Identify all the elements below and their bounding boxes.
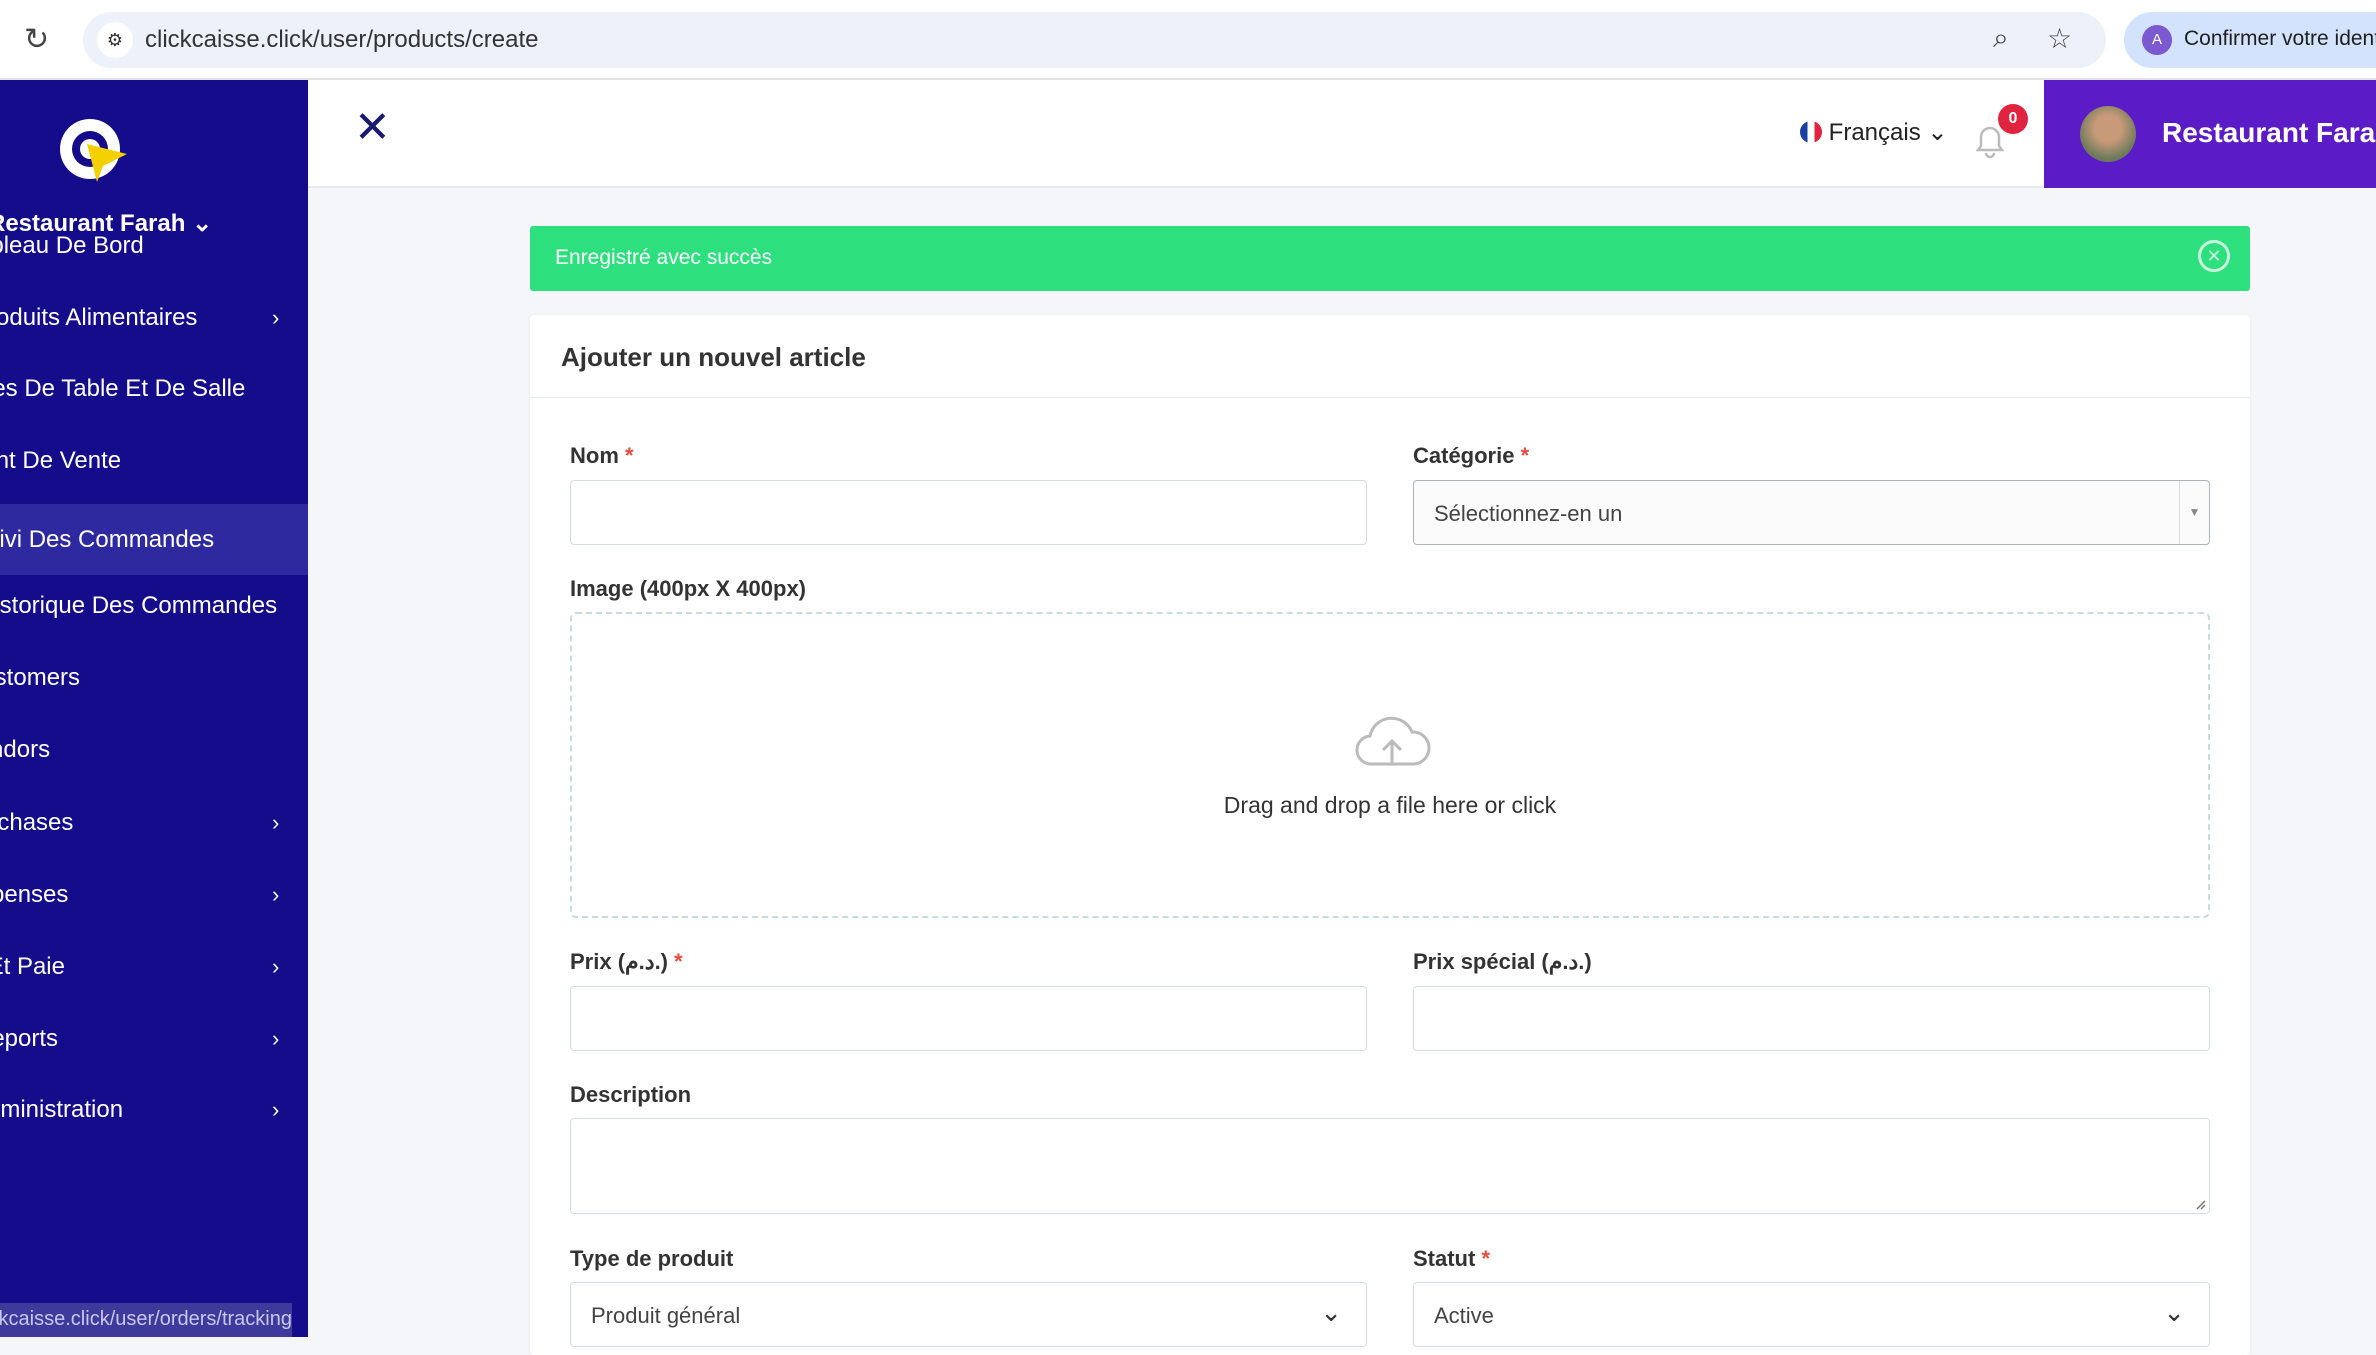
url-text[interactable]: clickcaisse.click/user/products/create bbox=[145, 26, 539, 53]
browser-toolbar: ↻ ⚙ clickcaisse.click/user/products/crea… bbox=[0, 0, 2376, 80]
top-header: ✕ Français ⌄ 0 Restaurant Farah bbox=[308, 80, 2376, 188]
chevron-down-icon: ⌄ bbox=[192, 210, 213, 237]
identity-button[interactable]: A Confirmer votre identité bbox=[2124, 12, 2376, 68]
product-type-label: Type de produit bbox=[570, 1246, 734, 1271]
notification-bell-icon[interactable] bbox=[1972, 122, 2008, 160]
app-logo-icon bbox=[60, 119, 127, 182]
sidebar-item-label: Historique Des Commandes bbox=[0, 592, 278, 619]
status-label: Statut * bbox=[1413, 1246, 1491, 1271]
notification-badge: 0 bbox=[1998, 104, 2028, 134]
sidebar-item[interactable]: Expenses › bbox=[0, 865, 308, 925]
image-label: Image (400px X 400px) bbox=[570, 576, 807, 601]
sidebar-item[interactable]: Purchases › bbox=[0, 793, 308, 853]
chevron-down-icon: ⌄ bbox=[1927, 119, 1948, 146]
product-type-select[interactable]: Produit général ⌄ bbox=[570, 1282, 1367, 1347]
sidebar-item[interactable]: Customers bbox=[0, 648, 308, 708]
zoom-icon[interactable]: ⌕ bbox=[1993, 22, 2009, 53]
sidebar-item[interactable]: Staff Et Paie › bbox=[0, 937, 308, 997]
sidebar-item-label: Administration bbox=[0, 1096, 124, 1123]
sidebar-item[interactable]: Administration › bbox=[0, 1080, 308, 1140]
description-label: Description bbox=[570, 1082, 692, 1107]
product-form-card: Ajouter un nouvel article Nom * Catégori… bbox=[530, 315, 2250, 1355]
sidebar-item-label: Staff Et Paie bbox=[0, 953, 65, 980]
sidebar-item-label: Purchases bbox=[0, 809, 74, 836]
sidebar-item[interactable]: Articles De Table Et De Salle bbox=[0, 359, 308, 419]
close-alert-icon[interactable]: ✕ bbox=[2198, 240, 2230, 272]
price-label: Prix (د.م.) * bbox=[570, 949, 683, 974]
dropzone-text: Drag and drop a file here or click bbox=[1223, 792, 1557, 818]
identity-label: Confirmer votre identité bbox=[2184, 27, 2376, 50]
chevron-right-icon: › bbox=[272, 954, 280, 979]
success-alert: Enregistré avec succès ✕ bbox=[530, 226, 2250, 291]
sidebar-item-label: Suivi Des Commandes bbox=[0, 526, 215, 553]
site-settings-icon[interactable]: ⚙ bbox=[97, 22, 133, 58]
sidebar-item-label: Point De Vente bbox=[0, 447, 122, 474]
language-selector[interactable]: Français ⌄ bbox=[1800, 118, 1947, 147]
status-select[interactable]: Active ⌄ bbox=[1413, 1282, 2210, 1347]
sidebar-item-label: Vendors bbox=[0, 736, 51, 763]
image-dropzone[interactable]: Drag and drop a file here or click bbox=[570, 612, 2210, 918]
description-textarea[interactable] bbox=[570, 1118, 2210, 1214]
special-price-label: Prix spécial (د.م.) bbox=[1413, 949, 1592, 974]
chevron-down-icon: ⌄ bbox=[2163, 1297, 2185, 1327]
chevron-right-icon: › bbox=[272, 305, 280, 330]
sidebar-item[interactable]: Vendors bbox=[0, 720, 308, 780]
name-input[interactable] bbox=[570, 480, 1367, 545]
sidebar-item-label: Tableau De Bord bbox=[0, 232, 144, 259]
user-name: Restaurant Farah bbox=[2162, 117, 2376, 148]
store-switcher[interactable]: Restaurant Farah ⌄ bbox=[0, 194, 296, 254]
chevron-down-icon: ⌄ bbox=[1320, 1297, 1342, 1327]
dropdown-arrow-icon: ▼ bbox=[2179, 481, 2209, 544]
category-label: Catégorie * bbox=[1413, 443, 1530, 468]
sidebar-item-label: Expenses bbox=[0, 881, 69, 908]
status-value: Active bbox=[1434, 1303, 1494, 1328]
address-bar[interactable]: ⚙ clickcaisse.click/user/products/create… bbox=[83, 12, 2106, 68]
resize-handle-icon[interactable] bbox=[2194, 1198, 2206, 1210]
chevron-right-icon: › bbox=[272, 882, 280, 907]
sidebar-item[interactable]: Reports › bbox=[0, 1009, 308, 1069]
sidebar-item[interactable]: Tableau De Bord bbox=[0, 216, 308, 276]
user-menu[interactable]: Restaurant Farah bbox=[2044, 80, 2376, 188]
name-label: Nom * bbox=[570, 443, 634, 468]
bookmark-star-icon[interactable]: ☆ bbox=[2047, 23, 2073, 54]
cloud-upload-icon bbox=[1355, 716, 1431, 766]
sidebar-item-label: Produits Alimentaires bbox=[0, 304, 198, 331]
sidebar-item[interactable]: Historique Des Commandes bbox=[0, 576, 308, 636]
chevron-right-icon: › bbox=[272, 1026, 280, 1051]
sidebar-item[interactable]: Suivi Des Commandes bbox=[0, 504, 308, 575]
divider bbox=[530, 397, 2250, 398]
special-price-input[interactable] bbox=[1413, 986, 2210, 1051]
profile-avatar-icon: A bbox=[2142, 25, 2172, 55]
france-flag-icon bbox=[1800, 121, 1822, 143]
price-input[interactable] bbox=[570, 986, 1367, 1051]
category-select[interactable]: Sélectionnez-en un ▼ bbox=[1413, 480, 2210, 545]
store-name: Restaurant Farah bbox=[0, 210, 186, 237]
close-icon[interactable]: ✕ bbox=[354, 103, 391, 152]
chevron-right-icon: › bbox=[272, 1097, 280, 1122]
user-avatar bbox=[2080, 106, 2136, 162]
alert-message: Enregistré avec succès bbox=[555, 246, 773, 269]
sidebar-item-label: Customers bbox=[0, 664, 81, 691]
product-type-value: Produit général bbox=[591, 1303, 741, 1328]
form-title: Ajouter un nouvel article bbox=[561, 342, 866, 372]
sidebar-item-label: Articles De Table Et De Salle bbox=[0, 375, 246, 402]
category-value: Sélectionnez-en un bbox=[1434, 501, 1623, 526]
language-label: Français bbox=[1828, 119, 1921, 146]
sidebar: Restaurant Farah ⌄ Tableau De Bord Produi… bbox=[0, 80, 308, 1337]
chevron-right-icon: › bbox=[272, 810, 280, 835]
reload-icon[interactable]: ↻ bbox=[24, 23, 50, 56]
status-bar-url: clickcaisse.click/user/orders/tracking bbox=[0, 1303, 292, 1337]
sidebar-item[interactable]: Point De Vente bbox=[0, 431, 308, 491]
sidebar-item[interactable]: Produits Alimentaires › bbox=[0, 288, 308, 348]
sidebar-item-label: Reports bbox=[0, 1025, 59, 1052]
